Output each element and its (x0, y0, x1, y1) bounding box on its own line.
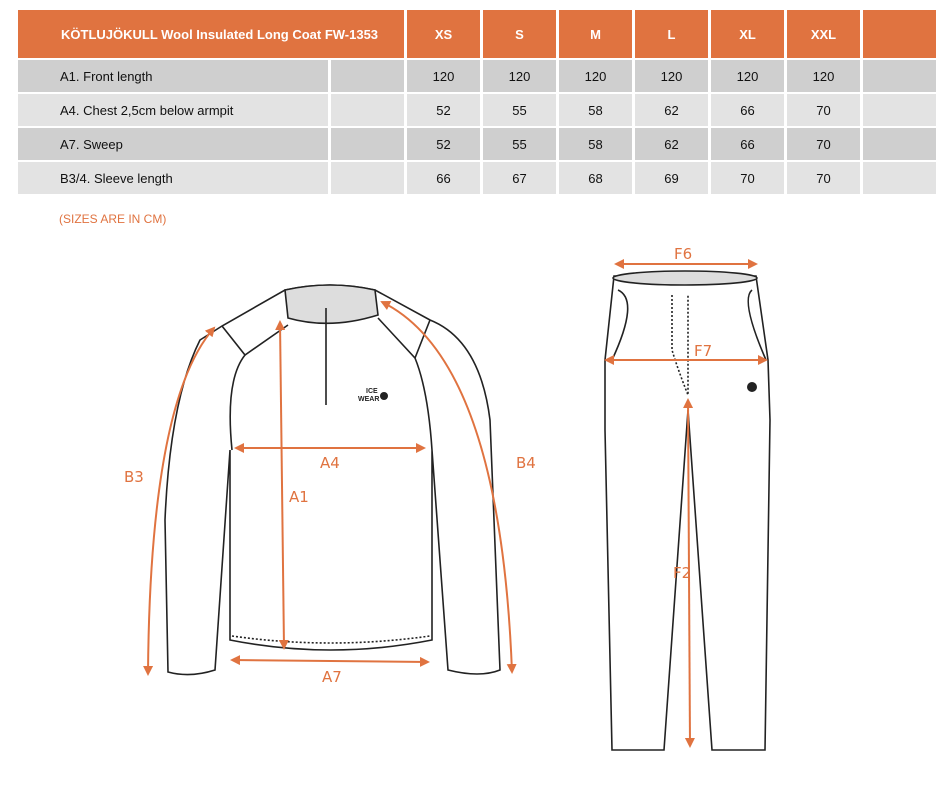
cell: 120 (635, 60, 708, 92)
cell: 120 (787, 60, 860, 92)
cell: 52 (407, 94, 480, 126)
logo-text: ICE (366, 388, 378, 395)
cell: 70 (787, 162, 860, 194)
cell: 120 (483, 60, 556, 92)
a1-arrow (275, 320, 289, 650)
cell: 58 (559, 94, 632, 126)
cell: 55 (483, 94, 556, 126)
cell: 62 (635, 94, 708, 126)
cell: 55 (483, 128, 556, 160)
table-row: B3/4. Sleeve length 66 67 68 69 70 70 (18, 162, 936, 194)
b4-arrow (380, 301, 517, 674)
cell: 58 (559, 128, 632, 160)
blank-cell (331, 128, 404, 160)
label-a7: A7 (322, 668, 342, 686)
table-row: A7. Sweep 52 55 58 62 66 70 (18, 128, 936, 160)
table-row: A1. Front length 120 120 120 120 120 120 (18, 60, 936, 92)
header-row: KÖTLUJÖKULL Wool Insulated Long Coat FW-… (18, 10, 936, 58)
cell: 70 (711, 162, 784, 194)
cell: 66 (407, 162, 480, 194)
cell: 120 (407, 60, 480, 92)
size-header: M (559, 10, 632, 58)
size-header: S (483, 10, 556, 58)
pants-outline (604, 270, 771, 751)
cell: 52 (407, 128, 480, 160)
header-blank (863, 10, 936, 58)
row-label: A7. Sweep (18, 128, 328, 160)
size-header: XL (711, 10, 784, 58)
label-f2: F2 (673, 564, 691, 582)
row-label: A4. Chest 2,5cm below armpit (18, 94, 328, 126)
cell: 69 (635, 162, 708, 194)
blank-cell (331, 60, 404, 92)
row-label: A1. Front length (18, 60, 328, 92)
label-a1: A1 (289, 488, 309, 506)
cell: 120 (559, 60, 632, 92)
cell: 68 (559, 162, 632, 194)
blank-cell (863, 128, 936, 160)
a7-arrow (230, 655, 430, 667)
label-f7: F7 (694, 342, 712, 360)
table-row: A4. Chest 2,5cm below armpit 52 55 58 62… (18, 94, 936, 126)
label-a4: A4 (320, 454, 340, 472)
blank-cell (331, 94, 404, 126)
b3-arrow (143, 326, 216, 676)
size-header: XXL (787, 10, 860, 58)
size-header: L (635, 10, 708, 58)
f2-arrow (683, 398, 695, 748)
label-b4: B4 (516, 454, 536, 472)
logo-text: WEAR (358, 396, 379, 403)
size-chart-table: KÖTLUJÖKULL Wool Insulated Long Coat FW-… (15, 8, 939, 196)
row-label: B3/4. Sleeve length (18, 162, 328, 194)
cell: 66 (711, 128, 784, 160)
measurement-arrows (143, 259, 768, 748)
size-header: XS (407, 10, 480, 58)
product-title: KÖTLUJÖKULL Wool Insulated Long Coat FW-… (18, 10, 404, 58)
blank-cell (331, 162, 404, 194)
cell: 70 (787, 94, 860, 126)
blank-cell (863, 162, 936, 194)
cell: 70 (787, 128, 860, 160)
label-b3: B3 (124, 468, 144, 486)
units-note: (SIZES ARE IN CM) (59, 212, 167, 226)
cell: 62 (635, 128, 708, 160)
label-f6: F6 (674, 245, 692, 263)
blank-cell (863, 94, 936, 126)
cell: 66 (711, 94, 784, 126)
jacket-outline (164, 284, 501, 676)
blank-cell (863, 60, 936, 92)
cell: 67 (483, 162, 556, 194)
cell: 120 (711, 60, 784, 92)
